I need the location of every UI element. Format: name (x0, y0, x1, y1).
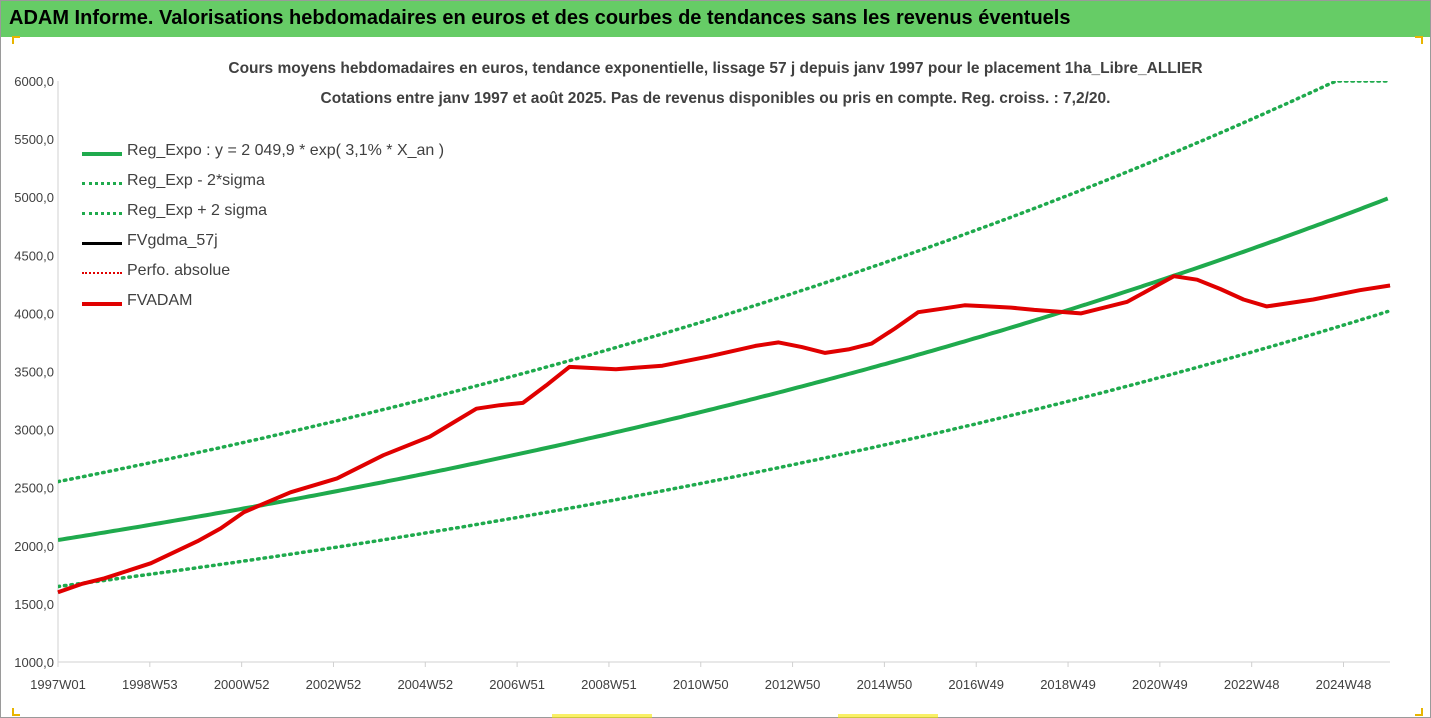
legend-label: Reg_Exp + 2 sigma (127, 202, 268, 219)
x-tick-label: 1998W53 (122, 677, 178, 692)
series-reg-minus-2sigma (58, 309, 1390, 589)
legend-label: Reg_Expo : y = 2 049,9 * exp( 3,1% * X_a… (127, 142, 445, 159)
y-tick-label: 1500,0 (14, 597, 54, 612)
x-tick-label: 2000W52 (214, 677, 270, 692)
series-fvgdma-57j (57, 274, 1391, 594)
x-tick-label: 2014W50 (857, 677, 913, 692)
x-tick-label: 2008W51 (581, 677, 637, 692)
resize-handle-top-right[interactable] (1415, 36, 1423, 44)
chart-title: Cours moyens hebdomadaires en euros, ten… (228, 60, 1203, 77)
y-tick-label: 4000,0 (14, 306, 54, 321)
legend-swatch (82, 272, 122, 274)
x-tick-label: 2022W48 (1224, 677, 1280, 692)
chart-subtitle: Cotations entre janv 1997 et août 2025. … (320, 90, 1111, 107)
page-title: ADAM Informe. Valorisations hebdomadaire… (9, 7, 1071, 29)
x-tick-label: 2024W48 (1316, 677, 1372, 692)
y-tick-label: 5000,0 (14, 190, 54, 205)
legend-swatch (82, 302, 122, 306)
legend-swatch (82, 182, 122, 185)
x-tick-label: 2016W49 (948, 677, 1004, 692)
x-tick-label: 2006W51 (489, 677, 545, 692)
legend-swatch (82, 152, 122, 156)
x-tick-label: 2018W49 (1040, 677, 1096, 692)
resize-handle-bottom-left[interactable] (12, 708, 20, 716)
series-fvadam (57, 274, 1391, 595)
resize-handle-bottom-right[interactable] (1415, 708, 1423, 716)
header-banner: ADAM Informe. Valorisations hebdomadaire… (1, 1, 1430, 37)
x-tick-label: 2020W49 (1132, 677, 1188, 692)
y-tick-label: 2500,0 (14, 481, 54, 496)
y-tick-label: 2000,0 (14, 539, 54, 554)
y-tick-label: 1000,0 (14, 655, 54, 670)
x-tick-label: 2012W50 (765, 677, 821, 692)
legend-label: FVADAM (127, 292, 193, 309)
y-tick-label: 6000,0 (14, 74, 54, 89)
legend-swatch (82, 212, 122, 215)
legend-swatch (82, 242, 122, 245)
x-tick-label: 2002W52 (306, 677, 362, 692)
x-tick-label: 2004W52 (397, 677, 453, 692)
legend-label: Perfo. absolue (127, 262, 231, 279)
y-tick-label: 3000,0 (14, 423, 54, 438)
legend-label: Reg_Exp - 2*sigma (127, 172, 265, 189)
resize-handle-top-left[interactable] (12, 36, 20, 44)
x-tick-label: 2010W50 (673, 677, 729, 692)
sheet-tab-highlight (838, 714, 938, 718)
x-tick-label: 1997W01 (30, 677, 86, 692)
series-reg-plus-2sigma (58, 81, 1390, 484)
y-tick-label: 4500,0 (14, 248, 54, 263)
legend-label: FVgdma_57j (127, 232, 218, 249)
y-tick-label: 5500,0 (14, 132, 54, 147)
y-tick-label: 3500,0 (14, 365, 54, 380)
sheet-tab-highlight (552, 714, 652, 718)
